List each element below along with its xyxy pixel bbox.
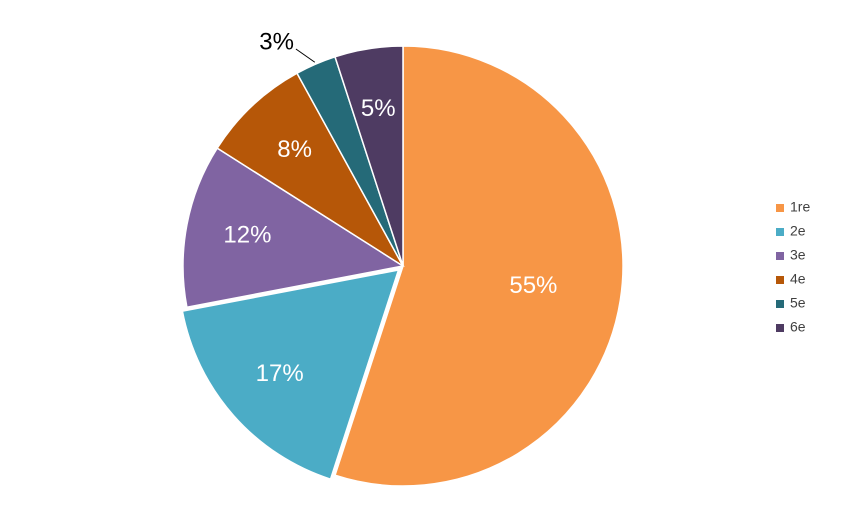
pie-slice [182,147,406,309]
data-label: 55% [509,272,557,299]
legend-swatch [776,204,784,212]
legend-label: 2e [790,223,806,239]
pie-slice [334,45,404,267]
pie-slice [181,268,400,481]
legend-label: 3e [790,247,806,263]
data-label: 8% [277,136,312,163]
legend-swatch [776,276,784,284]
pie-slice [216,72,404,267]
legend-swatch [776,300,784,308]
legend-label: 5e [790,295,806,311]
legend-swatch [776,324,784,332]
data-label: 17% [256,360,304,387]
legend-label: 4e [790,271,806,287]
legend-label: 1re [790,199,810,215]
legend-label: 6e [790,319,806,335]
leader-line [295,48,316,63]
legend-swatch [776,228,784,236]
data-label: 5% [361,95,396,122]
legend-swatch [776,252,784,260]
data-label: 3% [259,28,294,55]
pie-slice [334,45,624,487]
data-label: 12% [223,222,271,249]
